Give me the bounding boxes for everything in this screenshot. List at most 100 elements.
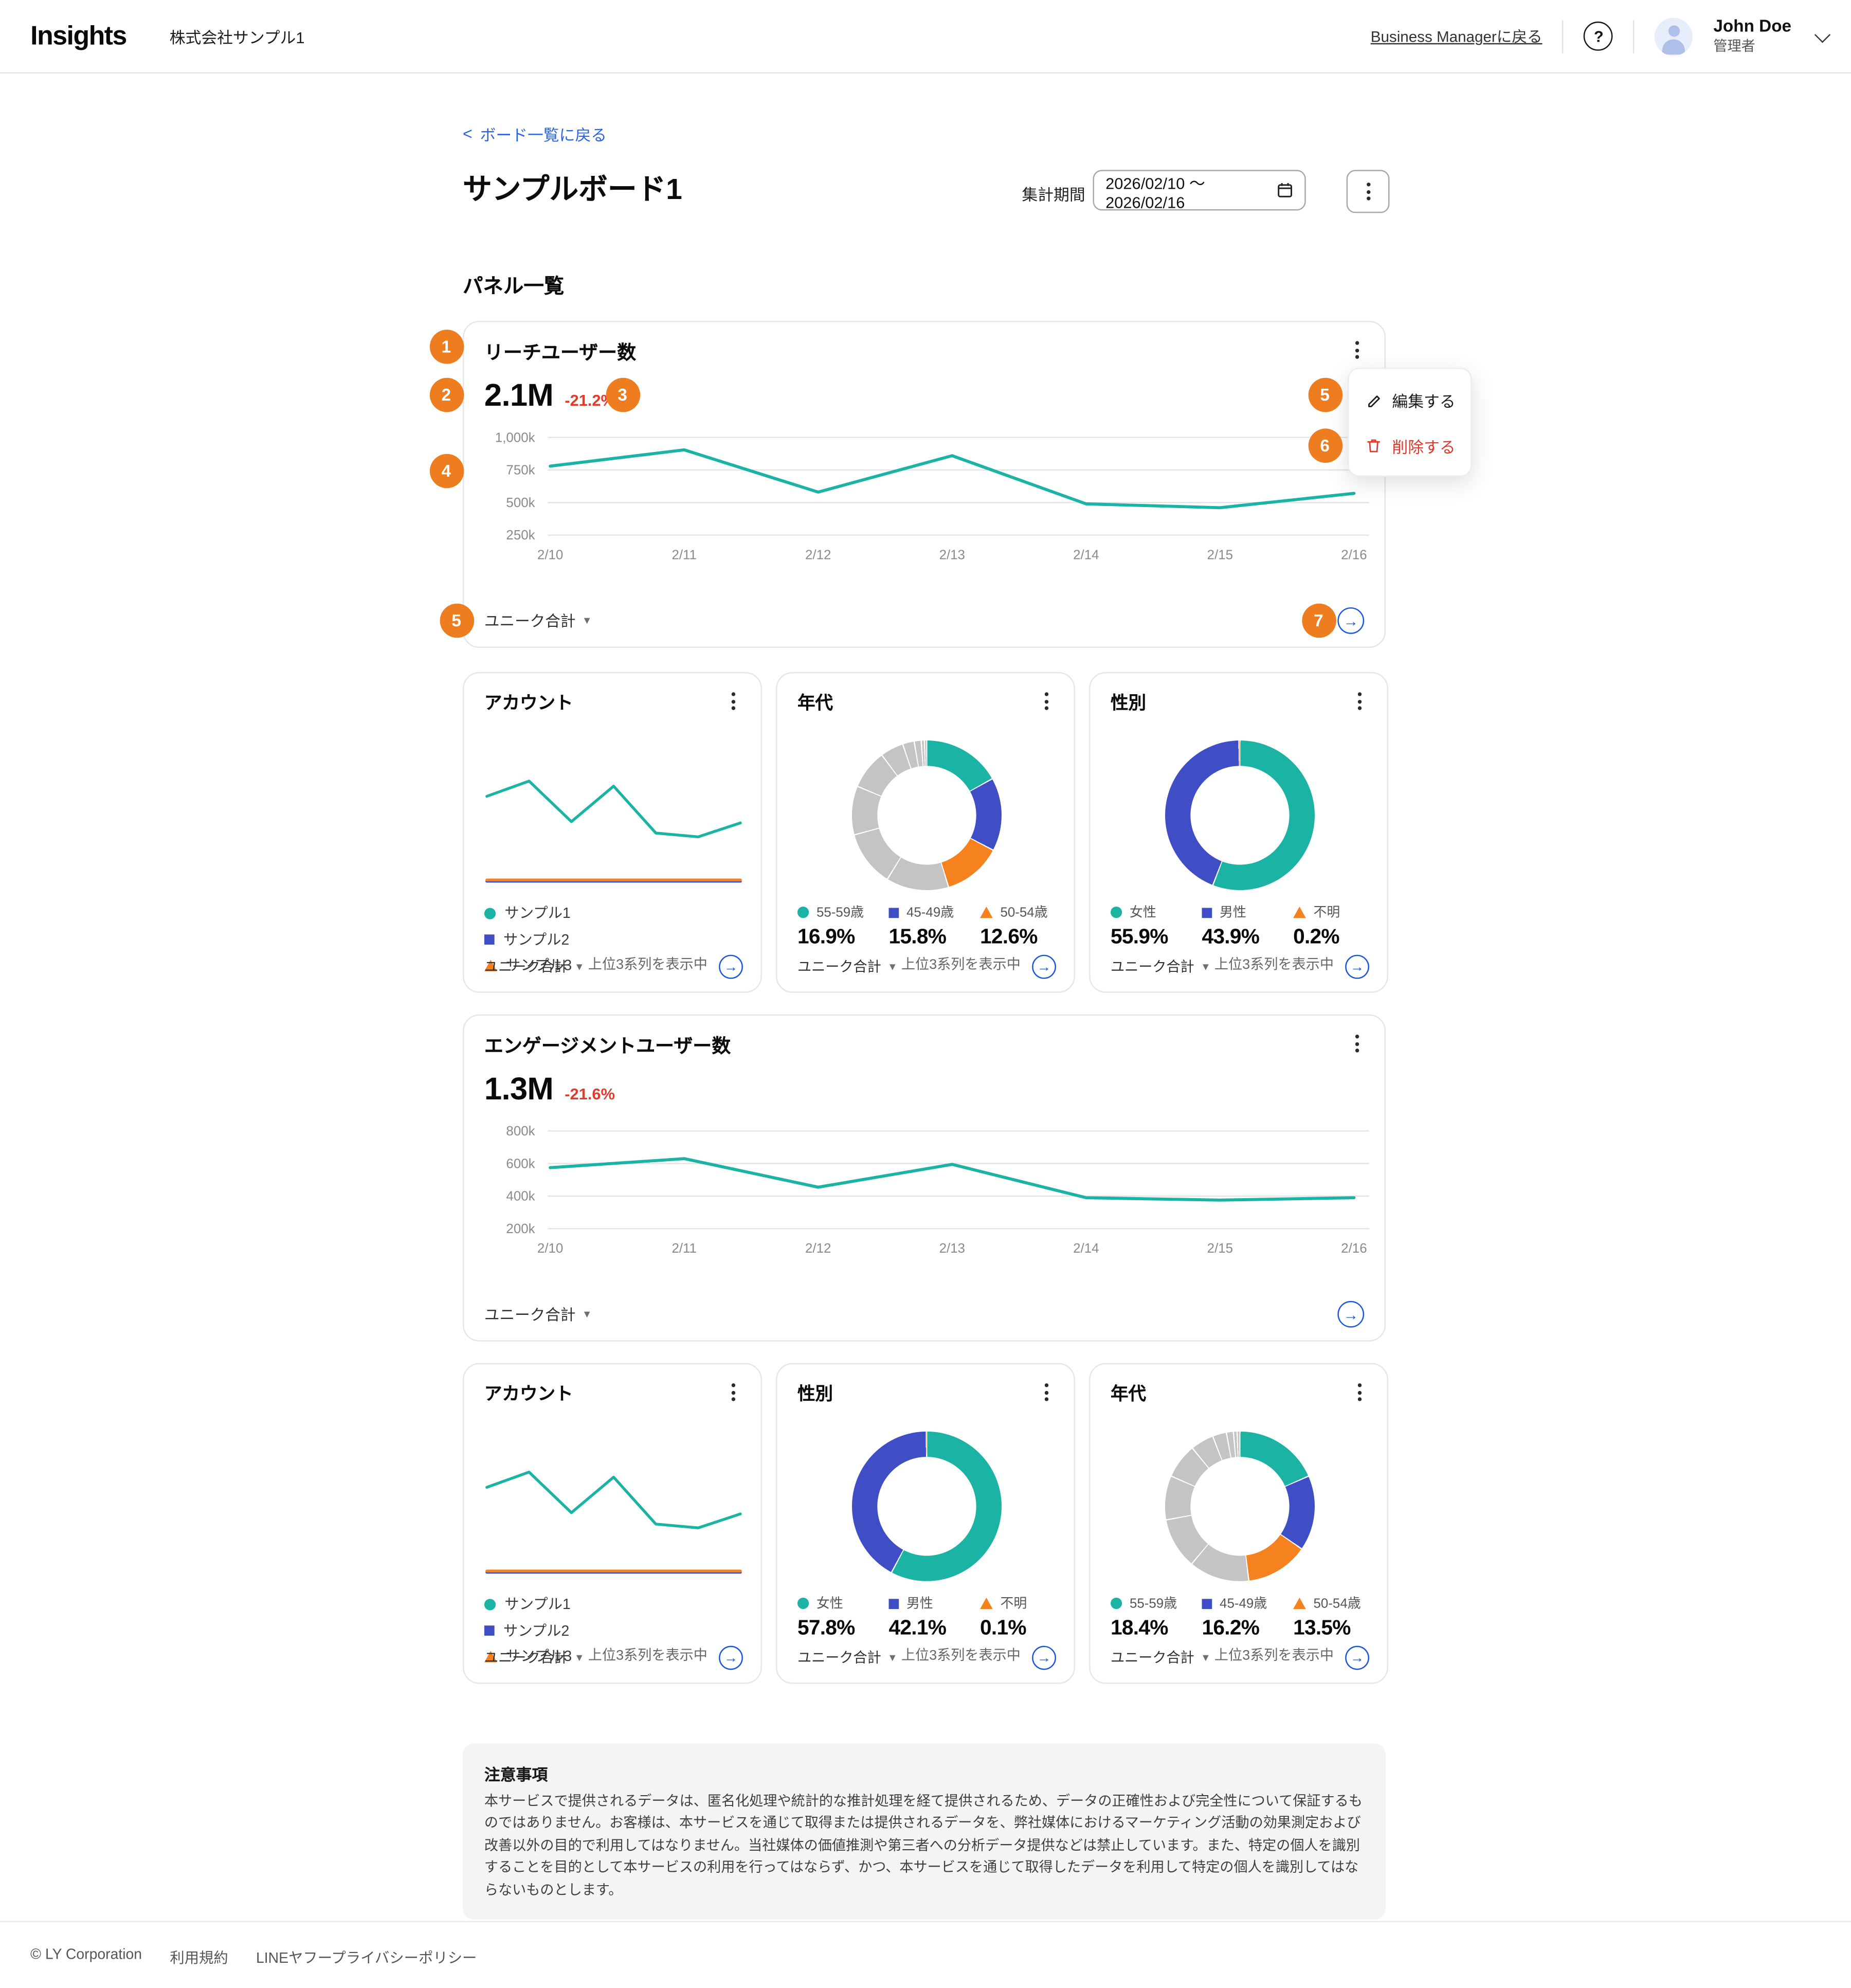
svg-text:2/16: 2/16 bbox=[1341, 1241, 1367, 1256]
panel-menu-button[interactable] bbox=[1035, 1381, 1057, 1403]
legend-col: 50-54歳 13.5% bbox=[1293, 1596, 1361, 1640]
terms-link[interactable]: 利用規約 bbox=[170, 1951, 228, 1967]
panel-detail-link[interactable]: → bbox=[1345, 954, 1370, 979]
annotation-badge: 6 bbox=[1308, 428, 1342, 462]
panel-detail-link[interactable]: → bbox=[1032, 1646, 1056, 1670]
board-title: サンプルボード1 bbox=[462, 172, 682, 206]
panel-detail-link[interactable]: → bbox=[1032, 954, 1056, 979]
app-logo: Insights bbox=[30, 21, 127, 50]
metric-value: 1.3M bbox=[484, 1071, 554, 1107]
menu-item-edit-label: 編集する bbox=[1392, 392, 1456, 410]
avatar-person-icon bbox=[1668, 25, 1680, 37]
panel-menu-button[interactable] bbox=[1348, 1381, 1370, 1403]
panel-menu-button[interactable] bbox=[721, 690, 744, 712]
svg-text:750k: 750k bbox=[506, 463, 535, 478]
annotation-badge: 1 bbox=[429, 329, 464, 364]
user-block: John Doe 管理者 bbox=[1713, 17, 1791, 55]
legend: サンプル1 サンプル2 サンプル3 bbox=[484, 1594, 572, 1666]
metric-row: 1.3M -21.6% bbox=[484, 1072, 615, 1109]
age-donut-chart bbox=[1165, 1431, 1315, 1581]
panel-reach-users: リーチユーザー数 2.1M -21.2% 1,000k 750k 500k 250k 2… bbox=[462, 320, 1386, 648]
unique-total-dropdown[interactable]: ユニーク合計 ▼ bbox=[797, 960, 898, 975]
unique-total-dropdown[interactable]: ユニーク合計 ▼ bbox=[484, 1651, 585, 1666]
caret-down-icon: ▼ bbox=[1201, 1651, 1211, 1663]
series2-square-icon bbox=[484, 1624, 495, 1635]
business-manager-link[interactable]: Business Managerに戻る bbox=[1370, 28, 1542, 46]
caret-down-icon: ▼ bbox=[887, 1651, 898, 1663]
unique-total-dropdown[interactable]: ユニーク合計 ▼ bbox=[1110, 960, 1211, 975]
dot-icon bbox=[797, 907, 809, 918]
square-icon bbox=[1202, 907, 1212, 917]
top3-status: 上位3系列を表示中 bbox=[1214, 1648, 1334, 1664]
svg-text:800k: 800k bbox=[506, 1124, 535, 1138]
panel-detail-link[interactable]: → bbox=[1337, 1300, 1365, 1328]
svg-text:2/14: 2/14 bbox=[1073, 1241, 1099, 1256]
unique-total-dropdown[interactable]: ユニーク合計 ▼ bbox=[484, 610, 592, 631]
menu-item-delete-label: 削除する bbox=[1392, 438, 1456, 456]
unique-total-dropdown[interactable]: ユニーク合計 ▼ bbox=[797, 1651, 898, 1666]
panel-age-bottom: 年代 55-59歳 18.4% 45-49歳 16.2% 50-54歳 13.5% ユ… bbox=[1089, 1363, 1388, 1684]
series2-square-icon bbox=[484, 934, 495, 944]
legend-col: 女性 57.8% bbox=[797, 1596, 855, 1640]
menu-item-edit[interactable]: 編集する bbox=[1349, 376, 1471, 422]
svg-text:2/11: 2/11 bbox=[672, 548, 696, 562]
back-link-label: ボード一覧に戻る bbox=[480, 126, 607, 145]
legend-col: 45-49歳 16.2% bbox=[1202, 1596, 1267, 1640]
panel-gender-bottom: 性別 女性 57.8% 男性 42.1% 不明 0.1% ユニーク合計 ▼ 上位3系列を… bbox=[776, 1363, 1075, 1684]
help-icon[interactable]: ? bbox=[1584, 21, 1613, 51]
legend-item: サンプル1 bbox=[484, 903, 572, 923]
svg-text:2/10: 2/10 bbox=[537, 548, 563, 562]
svg-text:600k: 600k bbox=[506, 1156, 535, 1171]
unique-total-dropdown[interactable]: ユニーク合計 ▼ bbox=[1110, 1651, 1211, 1666]
legend-item: サンプル1 bbox=[484, 1594, 572, 1614]
svg-text:2/12: 2/12 bbox=[805, 1241, 831, 1256]
panel-gender-top: 性別 女性 55.9% 男性 43.9% 不明 0.2% ユニーク合計 ▼ 上位3系列を… bbox=[1089, 672, 1388, 993]
svg-text:2/15: 2/15 bbox=[1207, 1241, 1233, 1256]
svg-text:500k: 500k bbox=[506, 496, 535, 510]
panel-menu-button[interactable] bbox=[1345, 1032, 1368, 1055]
legend-item: サンプル2 bbox=[484, 929, 572, 949]
chevron-down-icon[interactable] bbox=[1814, 26, 1831, 43]
panel-detail-link[interactable]: → bbox=[1337, 607, 1365, 634]
date-range-value: 2026/02/10 ～ 2026/02/16 bbox=[1105, 174, 1205, 211]
legend-col: 男性 42.1% bbox=[888, 1596, 947, 1640]
panel-detail-link[interactable]: → bbox=[719, 1646, 743, 1670]
square-icon bbox=[888, 907, 899, 917]
unique-total-dropdown[interactable]: ユニーク合計 ▼ bbox=[484, 960, 585, 975]
privacy-link[interactable]: LINEヤフープライバシーポリシー bbox=[256, 1951, 477, 1967]
topbar-right: Business Managerに戻る ? John Doe 管理者 bbox=[1370, 0, 1831, 73]
panel-title: エンゲージメントユーザー数 bbox=[484, 1036, 731, 1058]
account-mini-chart bbox=[485, 780, 742, 883]
panel-menu-button[interactable] bbox=[721, 1381, 744, 1403]
legend-item: サンプル3 bbox=[484, 1646, 572, 1666]
legend-col: 55-59歳 18.4% bbox=[1110, 1596, 1177, 1640]
series3-triangle-icon bbox=[484, 1650, 497, 1662]
board-menu-button[interactable] bbox=[1346, 170, 1390, 213]
menu-item-delete[interactable]: 削除する bbox=[1349, 422, 1471, 468]
legend-col: 55-59歳 16.9% bbox=[797, 905, 864, 949]
user-name: John Doe bbox=[1713, 17, 1792, 37]
legend-col: 50-54歳 12.6% bbox=[980, 905, 1048, 949]
annotation-badge: 5 bbox=[439, 603, 474, 638]
top3-status: 上位3系列を表示中 bbox=[901, 1648, 1021, 1664]
panel-menu-button[interactable] bbox=[1035, 690, 1057, 712]
avatar[interactable] bbox=[1655, 17, 1693, 56]
panel-menu-button[interactable] bbox=[1348, 690, 1370, 712]
legend-item: サンプル3 bbox=[484, 955, 572, 975]
period-label: 集計期間 bbox=[1022, 186, 1085, 204]
account-mini-chart bbox=[485, 1471, 742, 1574]
svg-text:400k: 400k bbox=[506, 1189, 535, 1204]
back-to-boards-link[interactable]: < ボード一覧に戻る bbox=[463, 122, 607, 146]
svg-text:200k: 200k bbox=[506, 1222, 535, 1236]
unique-total-dropdown[interactable]: ユニーク合計 ▼ bbox=[484, 1306, 592, 1324]
panel-menu-button[interactable] bbox=[1345, 338, 1368, 361]
panel-detail-link[interactable]: → bbox=[1345, 1646, 1370, 1670]
legend-col: 不明 0.1% bbox=[980, 1596, 1027, 1640]
panel-detail-link[interactable]: → bbox=[719, 954, 743, 979]
notice-body: 本サービスで提供されるデータは、匿名化処理や統計的な推計処理を経て提供されるため… bbox=[484, 1794, 1363, 1897]
panel-age-top: 年代 55-59歳 16.9% 45-49歳 15.8% 50-54歳 12.6% ユ… bbox=[776, 672, 1075, 993]
notice-box: 注意事項 本サービスで提供されるデータは、匿名化処理や統計的な推計処理を経て提供… bbox=[462, 1743, 1386, 1920]
date-range-input[interactable]: 2026/02/10 ～ 2026/02/16 bbox=[1093, 170, 1306, 211]
dot-icon bbox=[1110, 907, 1122, 918]
panel-title: 性別 bbox=[797, 1383, 833, 1404]
